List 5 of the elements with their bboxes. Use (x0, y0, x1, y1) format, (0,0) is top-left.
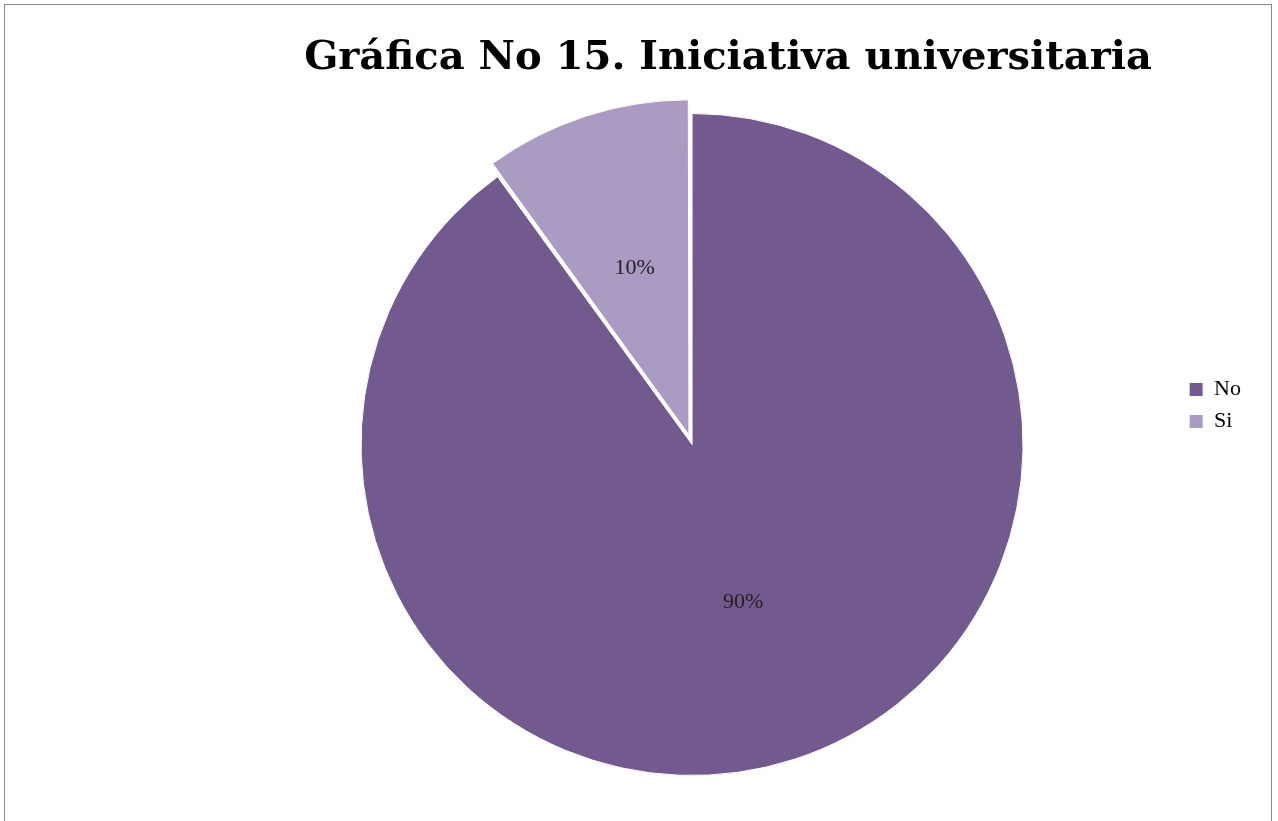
data-label: 10% (614, 253, 655, 279)
data-label: 90% (723, 587, 764, 613)
chart-title: Gráfica No 15. Iniciativa universitaria (304, 31, 1152, 79)
legend-label: No (1214, 375, 1241, 401)
legend-label: Si (1214, 407, 1233, 433)
